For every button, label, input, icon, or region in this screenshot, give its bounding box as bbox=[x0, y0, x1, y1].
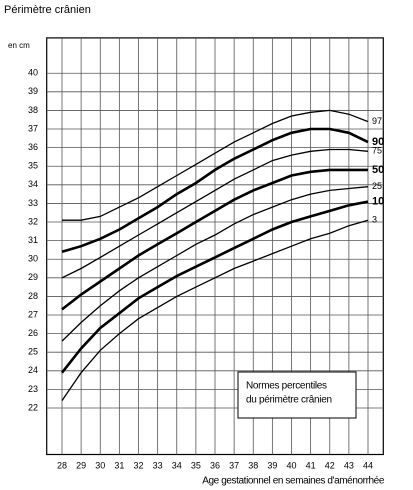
x-tick-label: 28 bbox=[57, 460, 67, 470]
x-tick-label: 32 bbox=[133, 460, 143, 470]
percentile-curve bbox=[61, 148, 369, 279]
y-tick-label: 37 bbox=[28, 123, 38, 133]
x-tick-label: 29 bbox=[76, 460, 86, 470]
x-tick-label: 38 bbox=[248, 460, 258, 470]
percentile-curve bbox=[61, 186, 369, 342]
annotation-box bbox=[237, 371, 357, 419]
series-label: 97 bbox=[372, 116, 382, 126]
y-tick-label: 40 bbox=[28, 68, 38, 78]
y-tick-label: 39 bbox=[28, 86, 38, 96]
series-label: 90 bbox=[372, 136, 384, 148]
x-axis-title: Age gestationnel en semaines d'aménorrhé… bbox=[202, 476, 385, 487]
y-tick-label: 30 bbox=[28, 254, 38, 264]
series-label: 50 bbox=[372, 164, 384, 176]
y-tick-label: 29 bbox=[28, 272, 38, 282]
x-tick-label: 31 bbox=[114, 460, 124, 470]
y-unit: en cm bbox=[8, 41, 30, 50]
y-tick-label: 22 bbox=[28, 402, 38, 412]
percentile-curve bbox=[61, 219, 369, 401]
x-tick-label: 36 bbox=[210, 460, 220, 470]
percentile-curve bbox=[60, 200, 369, 374]
y-tick-label: 32 bbox=[28, 216, 38, 226]
y-tick-label: 31 bbox=[28, 235, 38, 245]
chart-title: Périmètre crânien bbox=[4, 4, 91, 16]
y-tick-label: 26 bbox=[28, 328, 38, 338]
series-label: 10 bbox=[372, 195, 384, 207]
y-tick-label: 23 bbox=[28, 384, 38, 394]
percentile-curve bbox=[62, 109, 369, 221]
y-tick-label: 27 bbox=[28, 309, 38, 319]
percentile-curve bbox=[61, 127, 369, 254]
annotation-text: Normes percentiles bbox=[246, 381, 327, 392]
x-tick-label: 40 bbox=[286, 460, 296, 470]
series-label: 25 bbox=[372, 181, 382, 191]
y-tick-label: 34 bbox=[28, 179, 38, 189]
x-tick-label: 30 bbox=[95, 460, 105, 470]
series-label: 75 bbox=[372, 146, 382, 156]
y-tick-label: 38 bbox=[28, 105, 38, 115]
y-tick-label: 33 bbox=[28, 198, 38, 208]
annotation-text: du périmètre crânien bbox=[246, 395, 332, 406]
y-tick-label: 35 bbox=[28, 161, 38, 171]
x-tick-label: 34 bbox=[172, 460, 182, 470]
y-tick-label: 28 bbox=[28, 291, 38, 301]
series-label: 3 bbox=[372, 215, 377, 225]
x-tick-label: 39 bbox=[267, 460, 277, 470]
y-tick-label: 24 bbox=[28, 365, 38, 375]
x-tick-label: 41 bbox=[306, 460, 316, 470]
x-tick-label: 33 bbox=[153, 460, 163, 470]
x-tick-label: 42 bbox=[325, 460, 335, 470]
x-tick-label: 35 bbox=[191, 460, 201, 470]
y-tick-label: 36 bbox=[28, 142, 38, 152]
x-tick-label: 43 bbox=[344, 460, 354, 470]
percentile-curve bbox=[61, 168, 368, 311]
x-tick-label: 37 bbox=[229, 460, 239, 470]
y-tick-label: 25 bbox=[28, 347, 38, 357]
x-tick-label: 44 bbox=[363, 460, 373, 470]
